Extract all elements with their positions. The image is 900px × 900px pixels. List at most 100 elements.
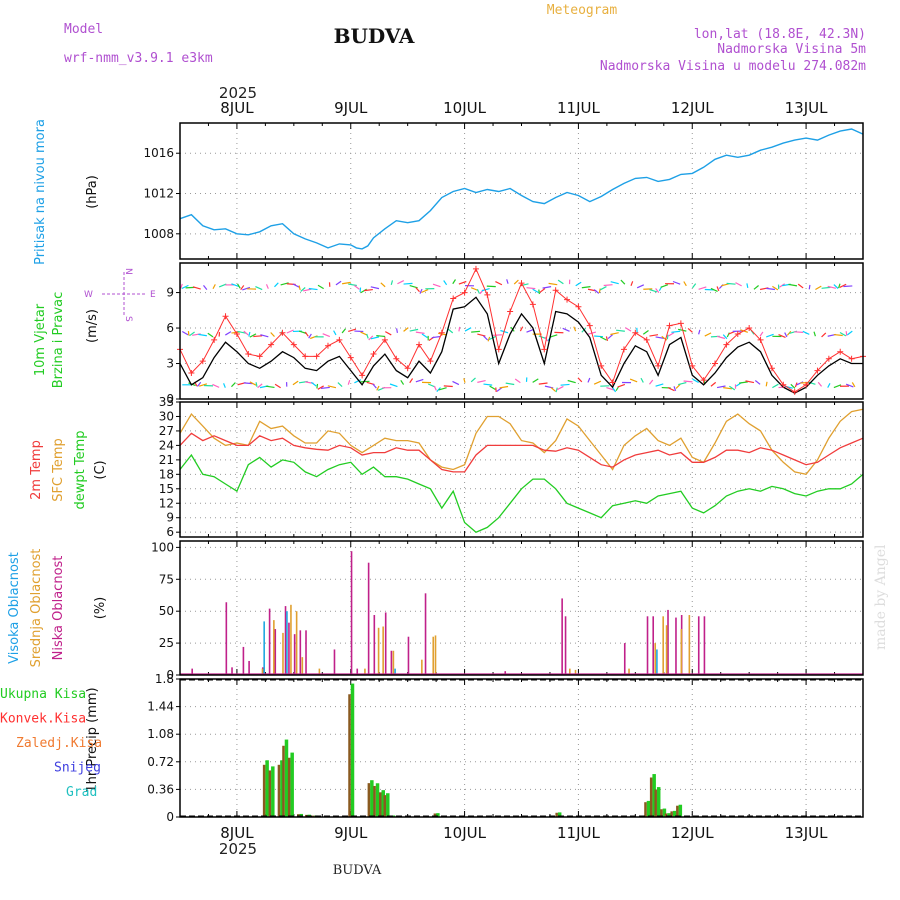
precip-conv-bar xyxy=(644,802,647,817)
lonlat-text: lon,lat (18.8E, 42.3N) xyxy=(694,27,866,42)
wind-arrow xyxy=(348,328,357,332)
gust-marker xyxy=(529,301,536,308)
wind-arrow xyxy=(616,329,625,332)
gust-marker xyxy=(757,336,764,343)
precip-legend-item: Grad xyxy=(66,785,97,800)
precip-total-bar xyxy=(299,813,304,817)
y-tick-label: 9 xyxy=(166,286,174,300)
wind-arrow xyxy=(784,332,788,338)
gust-marker xyxy=(734,330,741,337)
precip-total-bar xyxy=(375,783,380,817)
precip-total-bar xyxy=(290,752,294,817)
model-name: wrf-nmm_v3.9.1 e3km xyxy=(64,51,213,66)
cloud-ylabel: (%) xyxy=(93,597,108,620)
cloud-mid-bar xyxy=(273,620,275,675)
cloud-low-bar xyxy=(356,668,359,675)
cloud-mid-bar xyxy=(688,615,691,675)
panel-frame xyxy=(179,540,864,676)
wind-arrow xyxy=(677,328,687,332)
wind-arrow xyxy=(786,330,792,336)
gust-marker xyxy=(689,362,696,369)
pressure-line xyxy=(179,128,864,250)
wind-arrow xyxy=(310,381,317,387)
cloud-low-bar xyxy=(305,630,307,675)
wind-arrow xyxy=(573,326,577,332)
wind-arrow xyxy=(519,326,524,332)
wind-arrow xyxy=(851,382,856,388)
compass-north: N xyxy=(123,268,133,275)
wind-arrow xyxy=(593,380,602,385)
wind-arrow xyxy=(348,283,357,287)
wind-arrow xyxy=(603,284,613,287)
wind-arrow xyxy=(675,383,681,389)
wind-arrow xyxy=(532,378,539,383)
wind-arrow xyxy=(778,334,786,338)
wind-arrow xyxy=(556,385,564,391)
gust-marker xyxy=(313,353,320,360)
gust-marker xyxy=(188,369,195,376)
wind-arrow xyxy=(421,289,429,294)
wind-arrow xyxy=(513,279,519,285)
gust-marker xyxy=(438,329,445,336)
wind-arrow xyxy=(347,380,351,385)
wind-arrow xyxy=(839,283,847,288)
wind-arrow xyxy=(476,288,481,294)
wind-arrow xyxy=(458,326,461,332)
day-label-top: 8JUL xyxy=(220,99,254,117)
gust-marker xyxy=(712,360,719,367)
wind-arrow xyxy=(438,387,447,391)
wind-arrow xyxy=(847,330,853,336)
wind-arrow xyxy=(385,331,392,336)
precip-total-bar xyxy=(652,774,656,817)
precip-total-bar xyxy=(656,787,661,817)
cloud-mid-bar xyxy=(680,629,683,675)
wind-arrow xyxy=(432,283,441,288)
temp-2m-line xyxy=(179,432,864,473)
cloud-high-bar xyxy=(263,621,265,675)
cloud-low-bar xyxy=(248,660,250,675)
wind-arrow xyxy=(409,328,419,332)
wind-arrow xyxy=(286,329,294,334)
wind-arrow xyxy=(486,285,496,288)
wind-arrow xyxy=(555,387,558,393)
wind-arrow xyxy=(341,328,346,334)
y-tick-label: 12 xyxy=(159,496,174,510)
precip-conv-bar xyxy=(433,813,437,817)
cloud-low-bar xyxy=(703,616,706,675)
gust-marker xyxy=(814,367,821,374)
wind-arrow xyxy=(489,385,496,391)
wind-arrow xyxy=(438,332,447,336)
cloud-mid-bar xyxy=(569,668,571,675)
wind-arrow xyxy=(376,335,386,338)
wind-arrow xyxy=(292,380,299,386)
gust-marker xyxy=(677,320,684,327)
wind-arrow xyxy=(704,332,712,337)
wind-arrow xyxy=(499,385,509,389)
wind-arrow xyxy=(274,383,281,389)
gust-marker xyxy=(507,308,514,315)
gust-marker xyxy=(848,355,855,362)
cloud-low-bar xyxy=(191,668,193,675)
precip-title: 1hr Precip (mm) xyxy=(85,687,100,792)
wind-title: 10m Vjetar xyxy=(33,303,48,376)
dewpoint-line xyxy=(179,453,864,533)
wind-arrow xyxy=(506,279,509,284)
page-title: BUDVA xyxy=(334,24,415,48)
wind-arrow xyxy=(470,377,476,383)
wind-arrow xyxy=(772,285,779,291)
cloud-low-bar xyxy=(390,650,393,675)
precip-conv-bar xyxy=(373,785,376,817)
wind-arrow xyxy=(692,378,699,384)
cloud-mid-bar xyxy=(290,604,292,675)
wind-arrow xyxy=(487,336,491,342)
wind-arrow xyxy=(181,284,189,290)
wind-arrow xyxy=(403,282,413,285)
cloud-low-bar xyxy=(299,630,302,675)
wind-arrow xyxy=(203,285,208,290)
panel-frame xyxy=(179,122,864,260)
wind-arrow xyxy=(481,287,490,292)
precip-conv-bar xyxy=(348,694,351,817)
wind-arrow xyxy=(400,379,405,385)
watermark: made by Angel xyxy=(873,544,889,650)
gust-marker xyxy=(586,322,593,329)
